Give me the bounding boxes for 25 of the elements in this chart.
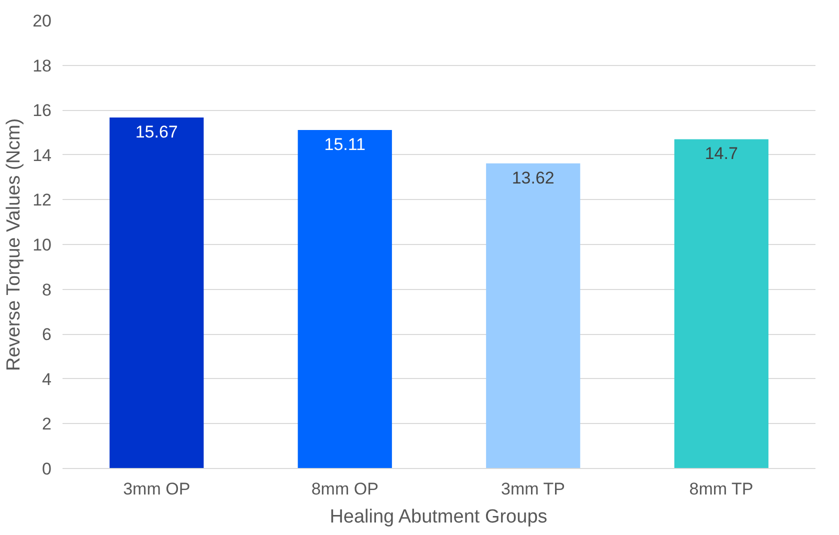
y-tick-label: 16 (32, 101, 52, 120)
y-tick-label: 10 (32, 236, 52, 254)
y-tick-label: 12 (32, 190, 52, 210)
data-label: 13.62 (512, 168, 554, 188)
data-label: 14.7 (704, 144, 738, 164)
data-label: 15.67 (135, 122, 178, 142)
x-tick-label: 3mm OP (123, 480, 190, 498)
x-tick-label: 8mm TP (689, 480, 754, 498)
x-axis-title: Healing Abutment Groups (330, 506, 548, 528)
y-tick-label: 0 (42, 460, 52, 478)
y-tick-label: 20 (32, 12, 52, 30)
y-tick-label: 8 (42, 280, 52, 300)
x-tick-label: 8mm OP (311, 480, 378, 498)
y-tick-label: 6 (42, 325, 52, 344)
bar (298, 130, 392, 468)
y-tick-label: 14 (32, 146, 52, 165)
x-tick-label: 3mm TP (501, 480, 565, 498)
y-tick-label: 18 (32, 56, 52, 76)
bar (486, 163, 580, 468)
bar (674, 139, 768, 468)
bar (110, 117, 204, 468)
y-axis-title: Reverse Torque Values (Ncm) (4, 118, 25, 372)
y-tick-label: 2 (42, 414, 52, 434)
data-label: 15.11 (324, 135, 366, 154)
y-tick-label: 4 (42, 370, 52, 389)
